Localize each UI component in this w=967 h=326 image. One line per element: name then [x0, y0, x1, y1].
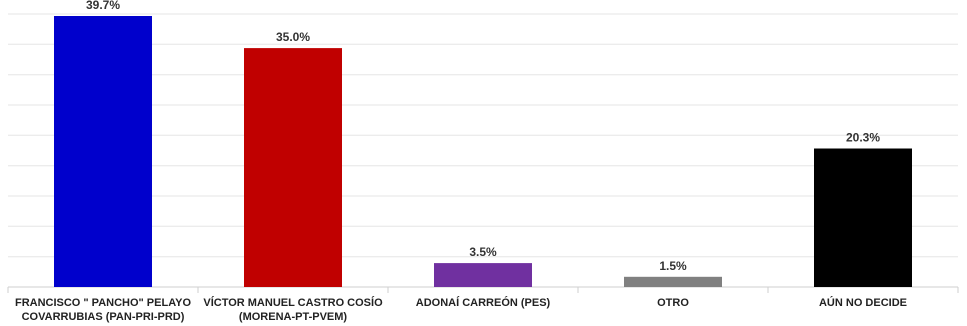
- data-label: 3.5%: [469, 245, 497, 259]
- data-label: 35.0%: [276, 30, 310, 44]
- category-label: AÚN NO DECIDE: [819, 296, 907, 309]
- category-label: ADONAÍ CARREÓN (PES): [416, 296, 551, 309]
- category-label: (MORENA-PT-PVEM): [239, 311, 348, 323]
- category-label: OTRO: [657, 297, 689, 309]
- category-label: FRANCISCO " PANCHO" PELAYO: [15, 297, 192, 309]
- category-label: VÍCTOR MANUEL CASTRO COSÍO: [203, 296, 383, 309]
- bar: [244, 48, 342, 287]
- category-label: COVARRUBIAS (PAN-PRI-PRD): [22, 311, 185, 323]
- data-label: 39.7%: [86, 0, 120, 12]
- bar: [434, 263, 532, 287]
- data-label: 1.5%: [659, 259, 687, 273]
- bar: [814, 148, 912, 287]
- bar: [54, 16, 152, 287]
- bar: [624, 276, 722, 287]
- data-label: 20.3%: [846, 131, 880, 145]
